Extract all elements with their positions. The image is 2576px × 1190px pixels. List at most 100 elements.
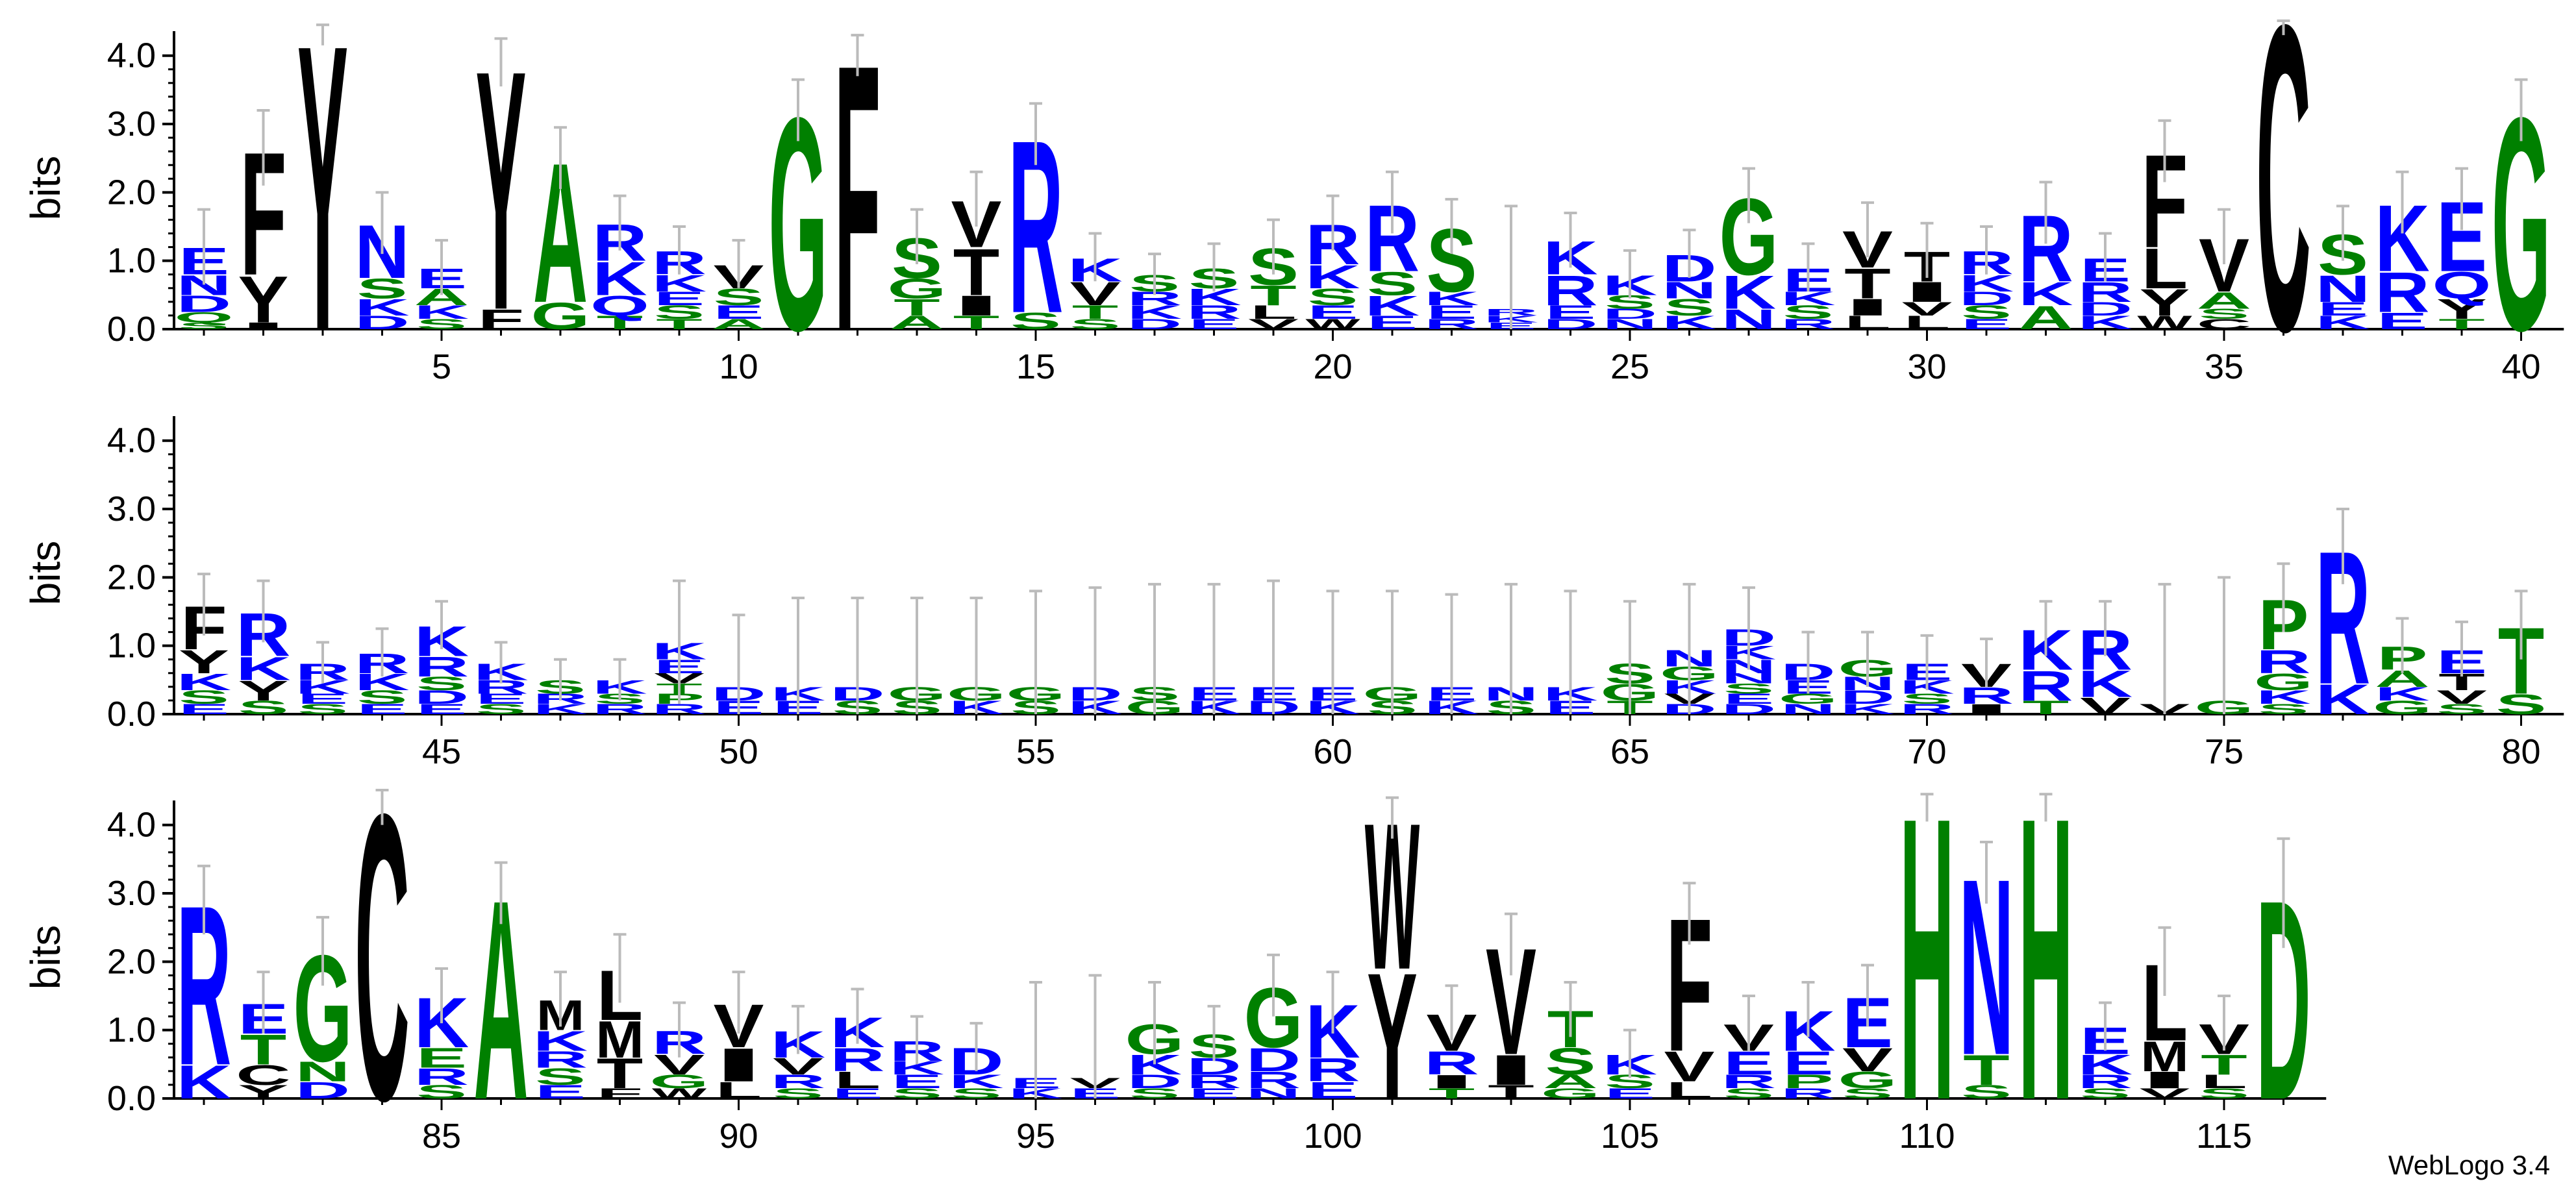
- logo-letter: E: [297, 691, 348, 707]
- x-tick-label: 20: [1313, 347, 1352, 386]
- logo-letter: R: [414, 651, 469, 682]
- logo-letter: T: [1072, 302, 1118, 323]
- logo-letter: E: [1545, 302, 1596, 323]
- logo-letter: R: [1186, 1071, 1241, 1093]
- logo-column: SN: [1484, 582, 1538, 719]
- logo-column: C: [2256, 0, 2310, 423]
- logo-letter: N: [1781, 701, 1835, 717]
- y-tick-label: 3.0: [107, 490, 156, 528]
- logo-letter: K: [1959, 271, 2014, 297]
- logo-letter: L: [1666, 1077, 1712, 1104]
- logo-letter: S: [2199, 1085, 2249, 1102]
- logo-column: FY: [476, 0, 527, 381]
- logo-letter: S: [892, 1085, 942, 1102]
- y-tick-label: 0.0: [107, 1079, 156, 1118]
- logo-letter: R: [1781, 316, 1835, 332]
- logo-column: C: [355, 728, 409, 1185]
- logo-letter: T: [2438, 316, 2484, 332]
- logo-letter: M: [2140, 1032, 2189, 1080]
- logo-letter: E: [416, 1042, 467, 1074]
- x-tick-label: 40: [2501, 347, 2540, 386]
- y-tick-label: 2.0: [107, 173, 156, 212]
- logo-letter: F: [478, 303, 524, 335]
- logo-column: SG: [1007, 589, 1065, 719]
- logo-letter: E: [1189, 316, 1240, 332]
- logo-letter: R: [1424, 1045, 1479, 1082]
- logo-letter: S: [1961, 302, 2012, 323]
- logo-column: V: [2140, 582, 2190, 717]
- logo-letter: S: [476, 701, 527, 717]
- logo-letter: A: [2018, 299, 2073, 336]
- y-axis-label: bits: [22, 156, 69, 221]
- logo-letter: K: [355, 294, 409, 321]
- logo-letter: D: [295, 1077, 350, 1104]
- logo-column: G: [769, 55, 828, 394]
- logo-letter: E: [535, 1082, 586, 1103]
- logo-letter: S: [1367, 265, 1418, 302]
- y-tick-label: 3.0: [107, 105, 156, 143]
- logo-column: TRK: [2018, 600, 2073, 719]
- logo-letter: T: [2201, 1048, 2247, 1080]
- logo-letter: S: [357, 273, 408, 304]
- y-tick-label: 3.0: [107, 874, 156, 913]
- logo-letter: R: [533, 1047, 588, 1073]
- logo-letter: K: [1127, 302, 1182, 323]
- logo-column: ED: [711, 614, 766, 719]
- logo-letter: K: [177, 669, 231, 696]
- logo-column: ERK: [1305, 971, 1360, 1104]
- logo-letter: D: [1959, 288, 2014, 310]
- y-tick-label: 0.0: [107, 695, 156, 734]
- x-tick-label: 25: [1610, 347, 1649, 386]
- logo-letter: K: [1365, 290, 1419, 321]
- logo-column: LVF: [1664, 879, 1715, 1104]
- logo-column: KE: [1305, 589, 1360, 719]
- logo-letter: R: [1246, 1067, 1301, 1094]
- logo-column: SG: [888, 596, 946, 719]
- logo-letter: C: [2256, 0, 2310, 423]
- logo-letter: E: [1605, 1085, 1655, 1102]
- logo-letter: G: [1838, 1067, 1897, 1094]
- x-tick-label: 95: [1016, 1117, 1055, 1156]
- logo-column: AKR: [2018, 180, 2073, 336]
- logo-letter: D: [414, 687, 469, 708]
- logo-letter: R: [771, 1071, 825, 1093]
- logo-column: KG: [947, 596, 1006, 719]
- logo-letter: S: [238, 697, 289, 719]
- logo-letter: R: [1543, 267, 1597, 315]
- logo-letter: S: [1308, 284, 1358, 311]
- logo-column: TIV: [1484, 912, 1538, 1103]
- logo-column: GS: [1125, 582, 1184, 719]
- logo-letter: G: [1779, 691, 1838, 707]
- logo-letter: S: [535, 1063, 586, 1090]
- logo-letter: S: [1842, 1085, 1893, 1102]
- logo-letter: R: [1424, 316, 1479, 332]
- logo-letter: D: [2078, 299, 2132, 320]
- logo-letter: N: [2316, 267, 2370, 310]
- x-tick-label: 105: [1601, 1117, 1659, 1156]
- x-tick-label: 45: [422, 732, 461, 771]
- logo-letter: R: [2018, 662, 2073, 710]
- logo-column: NKG: [1719, 167, 1778, 335]
- logo-letter: R: [830, 1041, 884, 1078]
- logo-column: ESK: [1603, 1028, 1657, 1102]
- logo-letter: R: [652, 701, 707, 717]
- logo-column: KE: [1186, 582, 1242, 719]
- logo-letter: D: [1603, 306, 1657, 322]
- logo-letter: E: [654, 288, 705, 310]
- logo-letter: E: [1308, 302, 1358, 323]
- logo-letter: I: [236, 321, 291, 331]
- logo-column: KD: [1068, 586, 1123, 719]
